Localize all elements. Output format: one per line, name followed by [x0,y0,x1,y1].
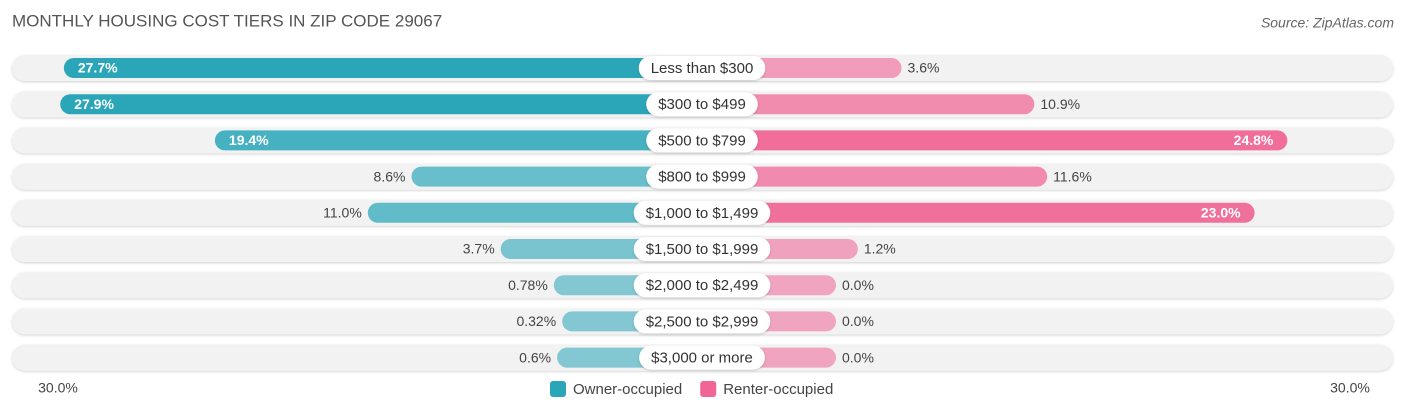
value-label: 11.6% [1053,168,1092,184]
legend-label: Owner-occupied [573,381,682,398]
value-label: 24.8% [1234,132,1274,148]
chart-title: MONTHLY HOUSING COST TIERS IN ZIP CODE 2… [12,11,442,30]
category-pill [646,92,758,117]
category-label: $3,000 or more [651,350,753,367]
value-label: 1.2% [864,241,896,257]
bar [702,94,1035,115]
bar [367,202,702,223]
value-label: 3.6% [908,60,940,76]
source: Source: ZipAtlas.com [1261,15,1394,31]
bar [702,166,1048,187]
value-label: 23.0% [1201,205,1241,221]
value-label: 0.0% [842,349,874,365]
bar [702,202,1255,223]
legend-label: Renter-occupied [723,381,833,398]
value-label: 10.9% [1040,96,1080,112]
category-label: $500 to $799 [658,132,746,149]
bar [214,130,703,151]
bar [63,58,703,78]
category-label: Less than $300 [651,60,754,77]
value-label: 8.6% [374,168,406,184]
value-label: 0.78% [508,277,548,293]
legend-swatch [700,381,717,397]
category-label: $800 to $999 [658,169,746,186]
category-pill [633,200,771,225]
value-label: 0.0% [842,313,874,329]
legend-swatch [550,381,566,397]
category-label: $2,000 to $2,499 [646,277,759,294]
category-label: $2,500 to $2,999 [646,313,759,330]
category-pill [646,164,758,189]
category-pill [639,345,765,370]
category-pill [633,273,771,298]
category-pill [646,128,758,153]
category-pill [633,309,771,334]
value-label: 11.0% [323,205,362,221]
value-label: 0.6% [519,349,551,365]
category-label: $1,000 to $1,499 [646,205,759,222]
category-pill [638,56,766,80]
value-label: 27.7% [78,60,118,76]
value-label: 3.7% [463,241,495,257]
value-label: 19.4% [229,132,269,148]
bar [411,166,702,187]
bar [702,130,1288,151]
axis-label: 30.0% [1330,380,1370,396]
bar [60,94,703,115]
category-pill [633,237,771,261]
category-label: $300 to $499 [658,96,746,113]
value-label: 27.9% [74,96,114,112]
value-label: 0.0% [842,277,874,293]
value-label: 0.32% [516,313,556,329]
axis-label: 30.0% [38,380,78,396]
category-label: $1,500 to $1,999 [646,241,759,258]
